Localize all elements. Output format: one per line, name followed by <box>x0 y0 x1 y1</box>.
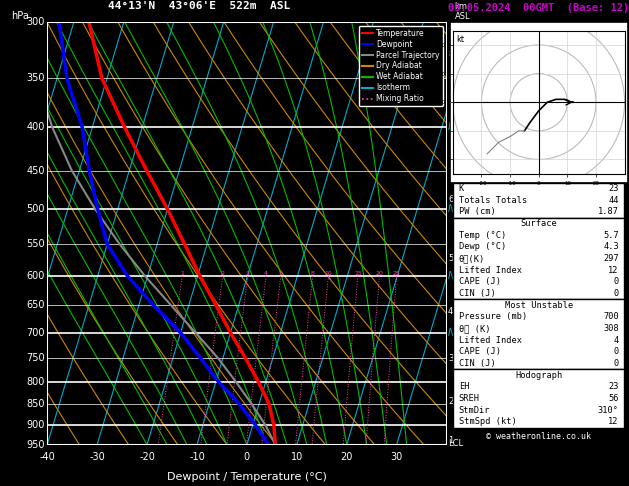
Text: 297: 297 <box>603 254 619 263</box>
Text: 600: 600 <box>26 271 45 281</box>
Text: CIN (J): CIN (J) <box>459 289 496 298</box>
Text: N: N <box>448 328 455 338</box>
Text: Lifted Index: Lifted Index <box>459 266 521 275</box>
Text: Dewpoint / Temperature (°C): Dewpoint / Temperature (°C) <box>167 472 327 482</box>
Text: 2: 2 <box>448 397 454 406</box>
Text: 850: 850 <box>26 399 45 409</box>
Text: 310°: 310° <box>598 406 619 415</box>
Text: 44: 44 <box>608 195 619 205</box>
Legend: Temperature, Dewpoint, Parcel Trajectory, Dry Adiabat, Wet Adiabat, Isotherm, Mi: Temperature, Dewpoint, Parcel Trajectory… <box>359 26 443 106</box>
Text: 20: 20 <box>340 452 353 462</box>
Text: 8: 8 <box>311 271 314 276</box>
Text: Surface: Surface <box>520 219 557 228</box>
Text: 0: 0 <box>244 452 250 462</box>
Text: kt: kt <box>456 35 464 44</box>
Text: Mixing Ratio (g/kg): Mixing Ratio (g/kg) <box>482 193 491 273</box>
Bar <box>454 218 624 299</box>
Text: 44°13'N  43°06'E  522m  ASL: 44°13'N 43°06'E 522m ASL <box>108 1 290 11</box>
Text: km
ASL: km ASL <box>455 1 470 21</box>
Bar <box>454 369 624 428</box>
Text: 10: 10 <box>325 271 332 276</box>
Text: 5.7: 5.7 <box>603 230 619 240</box>
Text: 500: 500 <box>26 204 45 214</box>
Text: K: K <box>459 184 464 193</box>
Text: 23: 23 <box>608 184 619 193</box>
Bar <box>454 299 624 369</box>
Text: StmDir: StmDir <box>459 406 490 415</box>
Text: PW (cm): PW (cm) <box>459 207 496 216</box>
Text: LCL: LCL <box>448 439 463 449</box>
Text: 3: 3 <box>246 271 250 276</box>
Text: 1.87: 1.87 <box>598 207 619 216</box>
Text: Dewp (°C): Dewp (°C) <box>459 242 506 251</box>
Text: 3: 3 <box>448 354 454 363</box>
Text: N: N <box>448 204 455 214</box>
Text: Temp (°C): Temp (°C) <box>459 230 506 240</box>
Text: Hodograph: Hodograph <box>515 371 562 380</box>
Text: 800: 800 <box>26 377 45 387</box>
Text: 4.3: 4.3 <box>603 242 619 251</box>
Text: 400: 400 <box>26 122 45 132</box>
Text: CAPE (J): CAPE (J) <box>459 278 501 286</box>
Text: 700: 700 <box>26 328 45 338</box>
Text: 650: 650 <box>26 300 45 311</box>
Text: 0: 0 <box>614 347 619 356</box>
Text: 450: 450 <box>26 166 45 175</box>
Text: © weatheronline.co.uk: © weatheronline.co.uk <box>486 432 591 441</box>
Text: 15: 15 <box>354 271 362 276</box>
Text: 25: 25 <box>392 271 401 276</box>
Text: -30: -30 <box>89 452 105 462</box>
Bar <box>454 183 624 218</box>
Text: 2: 2 <box>221 271 225 276</box>
Text: Totals Totals: Totals Totals <box>459 195 527 205</box>
Text: 12: 12 <box>608 417 619 426</box>
Text: 30: 30 <box>391 452 403 462</box>
Text: 750: 750 <box>26 353 45 363</box>
Text: 550: 550 <box>26 239 45 249</box>
Text: Lifted Index: Lifted Index <box>459 336 521 345</box>
Text: 4: 4 <box>264 271 268 276</box>
Text: SREH: SREH <box>459 394 480 403</box>
Text: 1: 1 <box>181 271 184 276</box>
Text: 05.05.2024  00GMT  (Base: 12): 05.05.2024 00GMT (Base: 12) <box>448 3 629 14</box>
Text: 7: 7 <box>448 128 454 138</box>
Text: 10: 10 <box>291 452 303 462</box>
Text: StmSpd (kt): StmSpd (kt) <box>459 417 516 426</box>
Text: 350: 350 <box>26 73 45 84</box>
Text: -20: -20 <box>139 452 155 462</box>
Bar <box>450 22 628 183</box>
Text: 5: 5 <box>448 254 454 263</box>
Text: θᴇ (K): θᴇ (K) <box>459 324 490 333</box>
Text: 6: 6 <box>448 195 454 204</box>
Text: 1: 1 <box>448 435 454 445</box>
Text: θᴇ(K): θᴇ(K) <box>459 254 485 263</box>
Text: CIN (J): CIN (J) <box>459 359 496 368</box>
Text: 4: 4 <box>448 307 454 315</box>
Text: EH: EH <box>459 382 469 391</box>
Text: 700: 700 <box>603 312 619 321</box>
Text: Pressure (mb): Pressure (mb) <box>459 312 527 321</box>
Text: 950: 950 <box>26 440 45 450</box>
Text: 4: 4 <box>614 336 619 345</box>
Text: hPa: hPa <box>11 11 29 21</box>
Text: 900: 900 <box>26 420 45 430</box>
Text: -40: -40 <box>39 452 55 462</box>
Text: N: N <box>448 122 455 132</box>
Text: 23: 23 <box>608 382 619 391</box>
Text: 308: 308 <box>603 324 619 333</box>
Text: 8: 8 <box>448 50 454 59</box>
Text: 56: 56 <box>608 394 619 403</box>
Text: -10: -10 <box>189 452 205 462</box>
Text: 5: 5 <box>279 271 282 276</box>
Text: 20: 20 <box>376 271 384 276</box>
Text: CAPE (J): CAPE (J) <box>459 347 501 356</box>
Text: 0: 0 <box>614 278 619 286</box>
Text: N: N <box>448 271 455 281</box>
Text: 0: 0 <box>614 359 619 368</box>
Text: Most Unstable: Most Unstable <box>504 301 573 310</box>
Text: 0: 0 <box>614 289 619 298</box>
Text: 300: 300 <box>26 17 45 27</box>
Text: 12: 12 <box>608 266 619 275</box>
